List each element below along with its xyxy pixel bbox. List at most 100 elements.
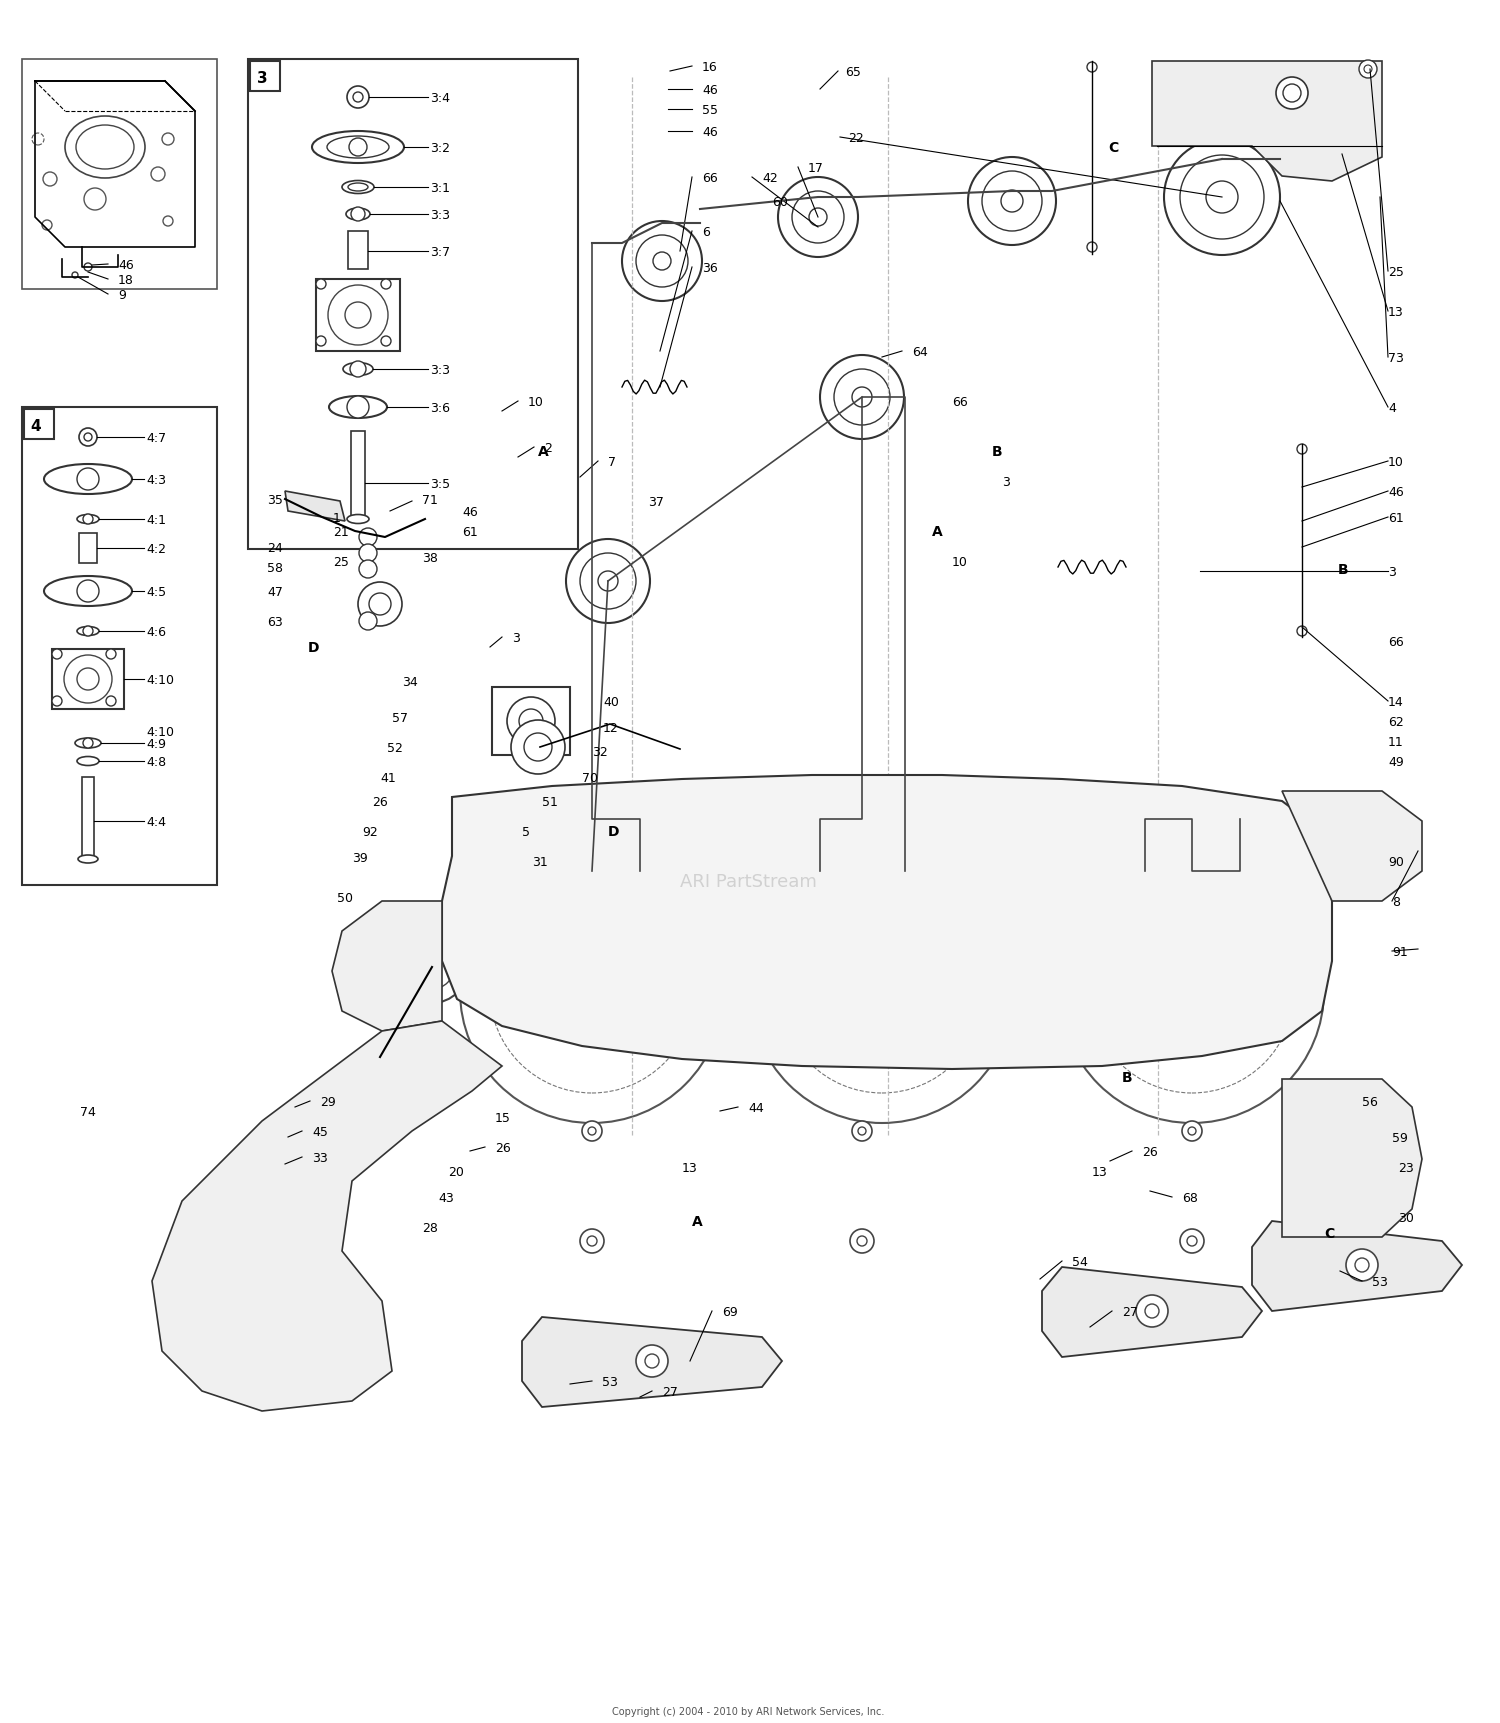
Ellipse shape — [76, 627, 99, 636]
Circle shape — [1298, 445, 1306, 455]
Polygon shape — [1042, 1266, 1262, 1358]
Text: 4:10: 4:10 — [146, 674, 174, 686]
Ellipse shape — [78, 856, 98, 863]
Ellipse shape — [312, 133, 404, 164]
Text: A: A — [538, 445, 549, 458]
Text: 3:3: 3:3 — [430, 364, 450, 376]
Circle shape — [80, 429, 98, 446]
Text: 3:4: 3:4 — [430, 91, 450, 105]
Text: D: D — [308, 641, 320, 655]
Circle shape — [1298, 627, 1306, 636]
Ellipse shape — [44, 577, 132, 606]
Circle shape — [53, 650, 62, 660]
Text: 64: 64 — [912, 345, 927, 358]
Ellipse shape — [76, 515, 99, 524]
Text: 27: 27 — [1122, 1304, 1138, 1318]
Text: 55: 55 — [702, 103, 718, 117]
Text: 4:6: 4:6 — [146, 625, 166, 638]
Text: 24: 24 — [267, 541, 284, 555]
Circle shape — [590, 818, 596, 825]
Text: 45: 45 — [312, 1125, 328, 1137]
Circle shape — [350, 362, 366, 377]
Text: 3: 3 — [1388, 565, 1396, 579]
Circle shape — [778, 177, 858, 258]
Polygon shape — [285, 491, 345, 522]
Circle shape — [579, 858, 604, 884]
Text: 65: 65 — [844, 65, 861, 79]
Circle shape — [42, 221, 52, 231]
Circle shape — [859, 958, 865, 965]
Text: 61: 61 — [1388, 512, 1404, 524]
Circle shape — [636, 236, 688, 288]
Circle shape — [582, 1122, 602, 1141]
Circle shape — [588, 1127, 596, 1135]
Circle shape — [750, 860, 1014, 1123]
Polygon shape — [1152, 62, 1382, 183]
Text: 61: 61 — [462, 526, 477, 538]
Circle shape — [856, 1237, 867, 1246]
Circle shape — [82, 515, 93, 526]
Text: 3:5: 3:5 — [430, 477, 450, 491]
Ellipse shape — [346, 208, 370, 221]
Text: 4:7: 4:7 — [146, 431, 166, 445]
Text: 26: 26 — [372, 794, 388, 808]
Circle shape — [358, 582, 402, 627]
Text: 42: 42 — [762, 171, 777, 184]
Text: 46: 46 — [1388, 486, 1404, 498]
Text: A: A — [932, 526, 942, 539]
Circle shape — [82, 739, 93, 748]
Text: 38: 38 — [422, 551, 438, 563]
Circle shape — [1180, 1228, 1204, 1253]
Circle shape — [982, 172, 1042, 233]
Circle shape — [524, 734, 552, 762]
Bar — [82, 777, 94, 860]
Text: 34: 34 — [402, 675, 418, 687]
Text: 4:4: 4:4 — [146, 815, 166, 829]
Text: D: D — [608, 825, 619, 839]
Bar — [53, 650, 124, 710]
Text: 59: 59 — [1392, 1130, 1408, 1144]
Text: 13: 13 — [1092, 1165, 1107, 1179]
Circle shape — [850, 1228, 874, 1253]
Text: 39: 39 — [352, 851, 368, 863]
Text: 3:3: 3:3 — [430, 208, 450, 221]
Bar — [492, 687, 570, 756]
Circle shape — [351, 208, 364, 222]
Circle shape — [560, 839, 624, 903]
Circle shape — [106, 696, 116, 706]
Ellipse shape — [64, 117, 146, 179]
Text: 3: 3 — [1002, 476, 1010, 488]
Text: 31: 31 — [532, 855, 548, 868]
Text: 2: 2 — [544, 441, 552, 455]
Circle shape — [396, 932, 468, 1003]
Text: 11: 11 — [1388, 736, 1404, 748]
Circle shape — [590, 958, 596, 965]
Ellipse shape — [346, 515, 369, 524]
Bar — [251, 62, 280, 91]
Bar — [24, 410, 54, 439]
Circle shape — [358, 544, 376, 563]
Text: 3: 3 — [512, 631, 520, 644]
Circle shape — [162, 134, 174, 146]
Circle shape — [1338, 1144, 1366, 1172]
Text: 4:3: 4:3 — [146, 474, 166, 486]
Text: 4: 4 — [1388, 401, 1396, 414]
Circle shape — [968, 159, 1056, 246]
Circle shape — [316, 279, 326, 289]
Text: 69: 69 — [722, 1304, 738, 1318]
Circle shape — [1180, 155, 1264, 239]
Circle shape — [544, 824, 640, 920]
Text: 43: 43 — [438, 1191, 454, 1204]
Circle shape — [152, 167, 165, 183]
Circle shape — [1185, 955, 1198, 968]
Circle shape — [84, 190, 106, 210]
Circle shape — [1317, 1122, 1388, 1192]
Text: ARI PartStream: ARI PartStream — [680, 872, 816, 891]
Circle shape — [358, 529, 376, 546]
Text: 6: 6 — [702, 226, 709, 238]
Text: 7: 7 — [608, 455, 616, 469]
Text: 25: 25 — [1388, 265, 1404, 279]
Circle shape — [849, 858, 874, 884]
Text: Copyright (c) 2004 - 2010 by ARI Network Services, Inc.: Copyright (c) 2004 - 2010 by ARI Network… — [612, 1706, 884, 1716]
Circle shape — [423, 958, 441, 977]
